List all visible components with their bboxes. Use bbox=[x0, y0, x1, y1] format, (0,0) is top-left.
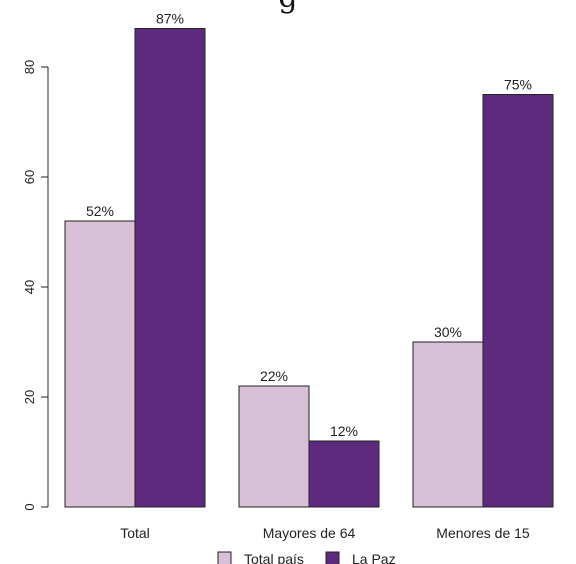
bar-value-label: 30% bbox=[434, 324, 462, 340]
y-axis: 0 20 40 60 80 bbox=[22, 60, 49, 511]
category-label: Menores de 15 bbox=[436, 525, 530, 541]
legend: Total país La Paz bbox=[217, 551, 396, 564]
bar-value-label: 75% bbox=[504, 77, 532, 93]
bar-total-pais bbox=[64, 220, 136, 508]
bar-la-paz bbox=[308, 440, 380, 508]
legend-label: Total país bbox=[244, 551, 304, 564]
page-title: g bbox=[0, 0, 576, 18]
legend-label: La Paz bbox=[352, 551, 396, 564]
y-tick-label: 0 bbox=[22, 503, 37, 510]
bar-total-pais bbox=[412, 341, 484, 508]
bars-group bbox=[64, 28, 554, 508]
y-tick-label: 60 bbox=[22, 170, 37, 184]
bar-labels-group: 52% 87% 22% 12% 30% 75% bbox=[86, 11, 532, 440]
bar-total-pais bbox=[238, 385, 310, 508]
x-axis-labels: Total Mayores de 64 Menores de 15 bbox=[120, 525, 530, 541]
bar-value-label: 52% bbox=[86, 203, 114, 219]
bar-value-label: 12% bbox=[330, 423, 358, 439]
y-tick-label: 20 bbox=[22, 390, 37, 404]
bar-value-label: 87% bbox=[156, 11, 184, 27]
legend-swatch bbox=[217, 551, 232, 564]
y-tick-label: 40 bbox=[22, 280, 37, 294]
legend-swatch bbox=[325, 551, 340, 564]
y-tick-label: 80 bbox=[22, 60, 37, 74]
bar-la-paz bbox=[482, 94, 554, 508]
bar-value-label: 22% bbox=[260, 368, 288, 384]
category-label: Mayores de 64 bbox=[263, 525, 356, 541]
category-label: Total bbox=[120, 525, 150, 541]
bar-la-paz bbox=[134, 28, 206, 508]
